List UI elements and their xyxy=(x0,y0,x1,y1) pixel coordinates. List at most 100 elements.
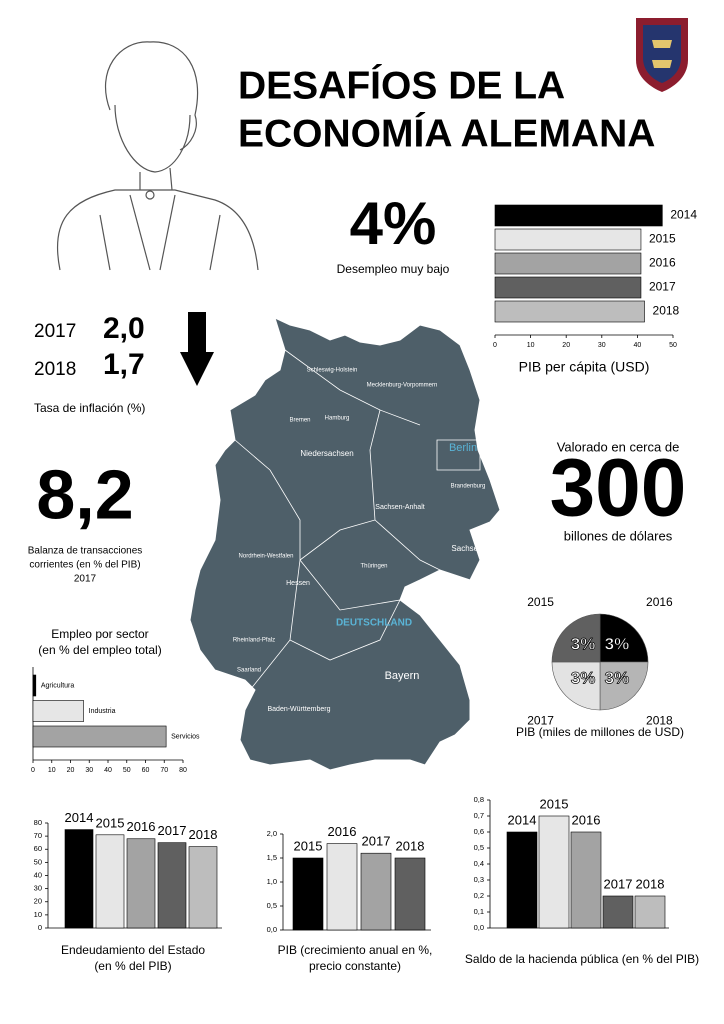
bar xyxy=(494,276,642,299)
x-tick-label: 0 xyxy=(31,767,35,774)
x-tick-label: 70 xyxy=(160,767,168,774)
bar xyxy=(494,252,642,275)
y-tick-label: 2,0 xyxy=(267,829,277,838)
value-label: 3% xyxy=(605,635,630,654)
y-tick-label: 0,4 xyxy=(474,859,484,868)
stat-label: Desempleo muy bajo xyxy=(337,262,450,276)
category-label: 2017 xyxy=(604,876,633,891)
pie-slice xyxy=(599,613,649,663)
category-label: 2015 xyxy=(540,796,569,811)
x-tick-label: 80 xyxy=(179,767,187,774)
y-tick-label: 0,0 xyxy=(267,925,277,934)
x-tick-label: 50 xyxy=(669,342,677,349)
bar xyxy=(602,895,634,929)
y-tick-label: 0,6 xyxy=(474,827,484,836)
bar xyxy=(494,228,642,251)
state-borders xyxy=(234,349,481,691)
x-tick-label: 60 xyxy=(142,767,150,774)
map-label: Hamburg xyxy=(325,416,350,422)
category-label: Servicios xyxy=(171,733,200,740)
map-label: Niedersachsen xyxy=(300,449,353,458)
x-tick-label: 10 xyxy=(48,767,56,774)
chart-title: PIB (crecimiento anual en %, xyxy=(278,943,433,957)
stat-label: Valorado en cerca de xyxy=(557,439,680,454)
bar xyxy=(95,834,125,929)
pie-slice xyxy=(551,613,601,663)
y-tick-label: 1,0 xyxy=(267,877,277,886)
stat-label: 2017 xyxy=(74,574,97,585)
bar xyxy=(64,829,94,929)
value-label: 3% xyxy=(605,668,630,687)
map-label: DEUTSCHLAND xyxy=(336,618,412,629)
y-tick-label: 0,3 xyxy=(474,875,484,884)
x-tick-label: 20 xyxy=(67,767,75,774)
category-label: 2018 xyxy=(636,876,665,891)
y-tick-label: 60 xyxy=(34,844,42,853)
map-label: Rheinland-Pfalz xyxy=(233,638,275,644)
stat-value: 4% xyxy=(350,190,437,257)
map-label: Nordrhein-Westfalen xyxy=(239,554,294,560)
category-label: 2016 xyxy=(646,595,673,609)
map-label: Bayern xyxy=(385,670,420,682)
category-label: 2017 xyxy=(649,280,676,294)
bar xyxy=(157,842,187,929)
x-tick-label: 40 xyxy=(104,767,112,774)
portrait xyxy=(56,41,259,271)
y-tick-label: 30 xyxy=(34,884,42,893)
chart-subtitle: (en % del empleo total) xyxy=(38,643,161,657)
x-tick-label: 20 xyxy=(562,342,570,349)
pie-slice xyxy=(599,661,649,711)
bar xyxy=(32,700,84,722)
chart-title: PIB per cápita (USD) xyxy=(519,359,650,375)
stat-label: corrientes (en % del PIB) xyxy=(29,560,140,571)
category-label: 2017 xyxy=(527,714,554,728)
category-label: 2016 xyxy=(127,819,156,834)
y-tick-label: 0,0 xyxy=(474,923,484,932)
chart-title: (en % del PIB) xyxy=(94,959,171,973)
category-label: 2018 xyxy=(189,827,218,842)
y-tick-label: 70 xyxy=(34,831,42,840)
chart-title: Endeudamiento del Estado xyxy=(61,943,205,957)
y-tick-label: 50 xyxy=(34,857,42,866)
bar xyxy=(360,852,392,931)
bar xyxy=(326,843,358,931)
category-label: Agricultura xyxy=(41,682,75,689)
category-label: 2017 xyxy=(158,823,187,838)
stat-value: 300 xyxy=(550,443,687,534)
bar xyxy=(292,857,324,931)
title-line: DESAFÍOS DE LA xyxy=(238,63,565,107)
y-tick-label: 0,5 xyxy=(474,843,484,852)
y-tick-label: 0,7 xyxy=(474,811,484,820)
category-label: Industria xyxy=(89,708,116,715)
stat-label: Tasa de inflación (%) xyxy=(34,401,145,415)
y-tick-label: 20 xyxy=(34,897,42,906)
stat-label: Balanza de transacciones xyxy=(28,546,143,557)
category-label: 2015 xyxy=(294,838,323,853)
category-label: 2016 xyxy=(328,824,357,839)
bar xyxy=(494,300,645,323)
category-label: 2018 xyxy=(653,304,680,318)
map-label: Mecklenburg-Vorpommern xyxy=(367,383,438,389)
category-label: 2014 xyxy=(508,812,537,827)
bar xyxy=(394,857,426,931)
category-label: 2015 xyxy=(527,595,554,609)
category-label: 2016 xyxy=(649,256,676,270)
x-tick-label: 0 xyxy=(493,342,497,349)
map-label: Saarland xyxy=(237,668,261,674)
germany-map xyxy=(189,317,501,771)
down-arrow xyxy=(180,312,214,386)
category-label: 2017 xyxy=(362,834,391,849)
category-label: 2014 xyxy=(670,208,697,222)
title-line: ECONOMÍA ALEMANA xyxy=(238,111,655,155)
inflation-value: 1,7 xyxy=(103,348,145,381)
bar xyxy=(188,846,218,929)
x-tick-label: 10 xyxy=(527,342,535,349)
x-tick-label: 50 xyxy=(123,767,131,774)
bar xyxy=(570,831,602,929)
bar xyxy=(494,204,663,227)
y-tick-label: 80 xyxy=(34,818,42,827)
bar xyxy=(506,831,538,929)
chart-title: Saldo de la hacienda pública (en % del P… xyxy=(465,952,699,966)
map-label: Bremen xyxy=(289,418,310,424)
